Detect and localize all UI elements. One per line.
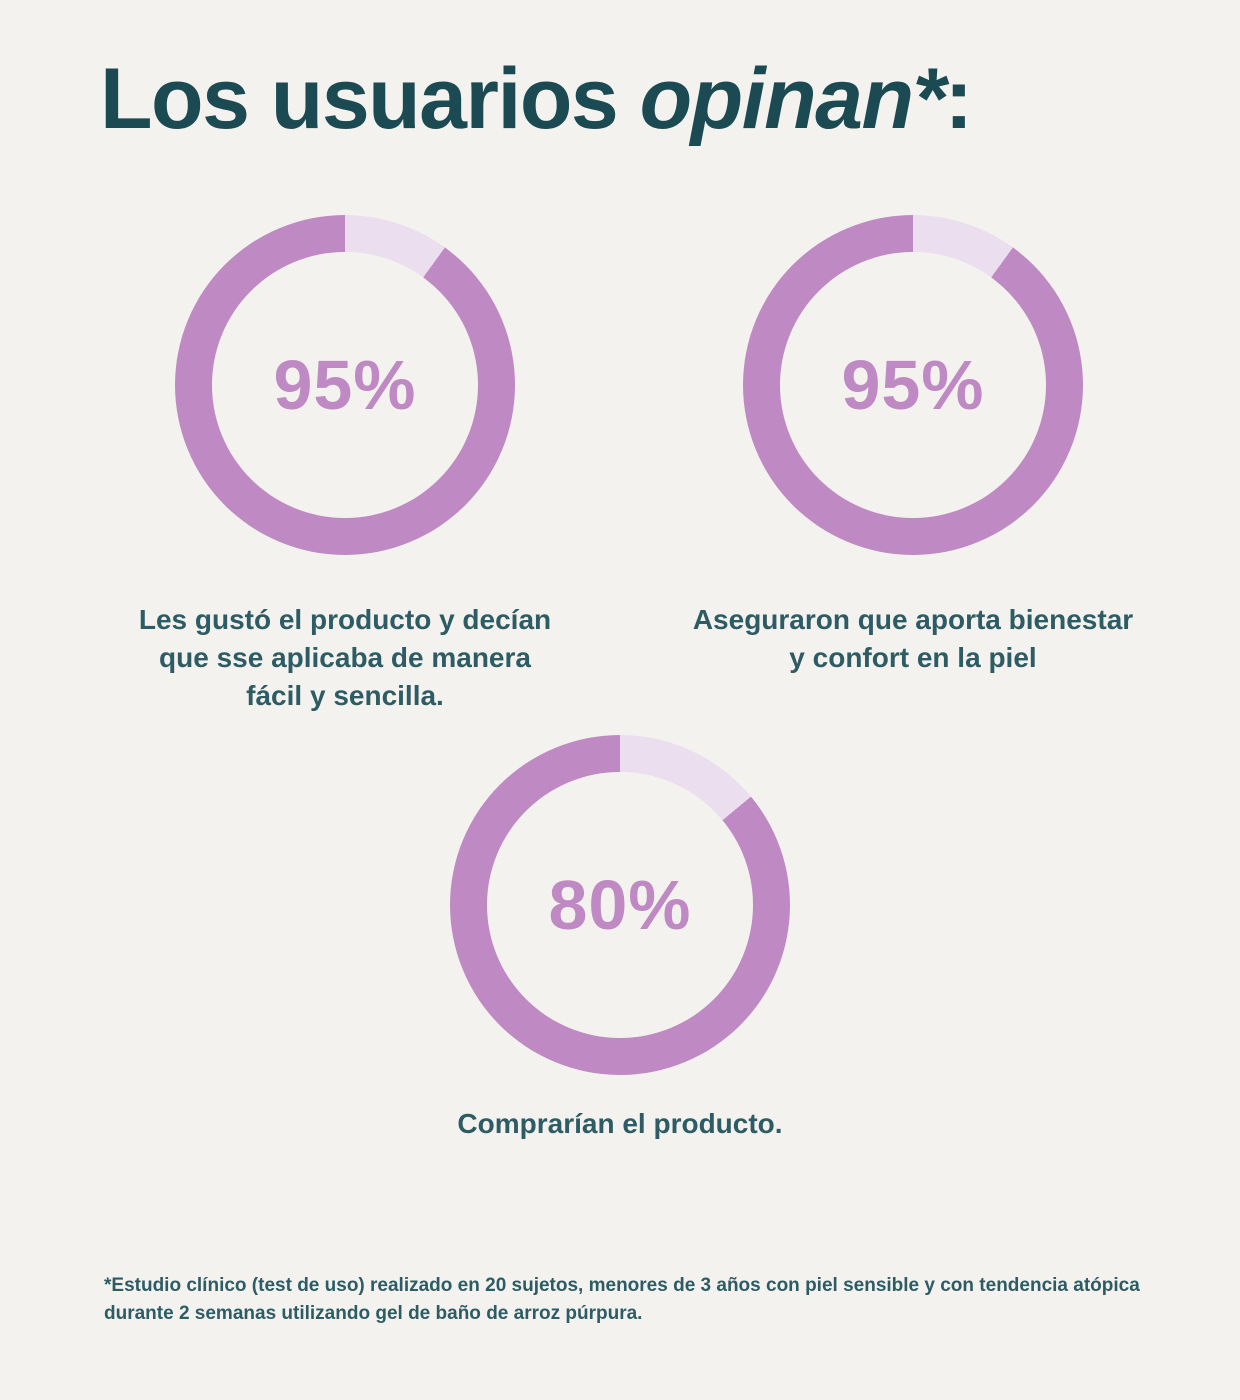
donut-caption-2: Aseguraron que aporta bienestar y confor…: [692, 604, 1134, 673]
page-title-suffix: :: [944, 51, 973, 147]
donut-caption-1: Les gustó el producto y decían que sse a…: [138, 604, 552, 711]
page-title-emphasis: opinan*: [639, 51, 946, 147]
page-title-prefix: Los usuarios: [100, 51, 640, 147]
donut-chart-1: 95%: [175, 215, 515, 555]
stat-card-1: 95% Les gustó el producto y decían que s…: [95, 215, 595, 715]
donut-hole-1: 95%: [212, 252, 478, 518]
stat-card-3: 80% Comprarían el producto.: [370, 735, 870, 1143]
donut-hole-3: 80%: [487, 772, 753, 1038]
footnote: *Estudio clínico (test de uso) realizado…: [104, 1275, 1140, 1324]
donut-chart-3: 80%: [450, 735, 790, 1075]
donut-caption-3: Comprarían el producto.: [457, 1108, 783, 1139]
donut-value-1: 95%: [273, 346, 417, 424]
donut-chart-2: 95%: [743, 215, 1083, 555]
donut-value-3: 80%: [548, 866, 692, 944]
page-title: Los usuarios opinan*:: [100, 50, 973, 149]
donut-hole-2: 95%: [780, 252, 1046, 518]
donut-value-2: 95%: [841, 346, 985, 424]
stat-card-2: 95% Aseguraron que aporta bienestar y co…: [663, 215, 1163, 677]
